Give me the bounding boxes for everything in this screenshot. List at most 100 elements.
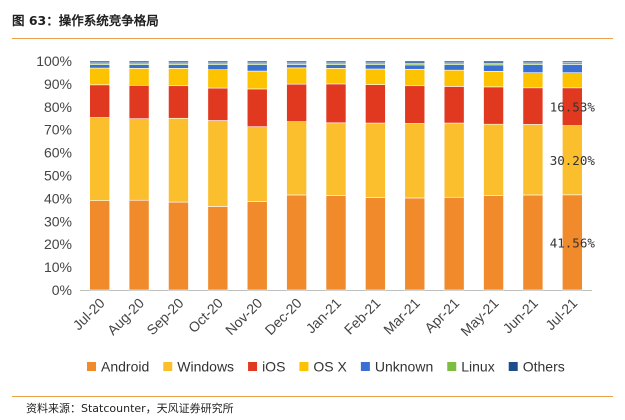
bar-segment-windows — [286, 121, 307, 196]
y-tick-label: 20% — [44, 236, 72, 252]
legend-swatch — [87, 362, 96, 371]
bar-segment-unknown — [522, 64, 544, 73]
legend-label: Others — [523, 359, 565, 375]
x-tick-label: Jul-21 — [542, 295, 580, 333]
bar-segment-ios — [89, 84, 110, 118]
top-divider — [12, 38, 613, 39]
legend-swatch — [163, 362, 173, 371]
bar-segment-ios — [286, 83, 307, 122]
chart-bars — [89, 60, 583, 291]
y-tick-label: 80% — [44, 99, 72, 115]
legend-swatch — [447, 362, 457, 371]
bar-segment-os-x — [207, 69, 229, 89]
bar-segment-ios — [483, 86, 504, 125]
bar-segment-android — [168, 201, 189, 291]
bar-segment-android — [483, 195, 504, 291]
bar-segment-unknown — [89, 64, 110, 69]
bar-segment-os-x — [522, 72, 544, 89]
legend-label: Linux — [461, 359, 494, 375]
legend-label: OS X — [313, 359, 347, 375]
bar-segment-android — [325, 195, 347, 291]
y-tick-label: 40% — [44, 190, 72, 206]
bar-segment-others — [246, 60, 268, 64]
bar-segment-others — [483, 60, 504, 64]
chart-axes: 0%10%20%30%40%50%60%70%80%90%100%Jul-20A… — [36, 53, 592, 339]
chart-data-labels: 41.56% 30.20% 16.53% — [550, 100, 596, 251]
bar-segment-windows — [246, 126, 268, 202]
legend-swatch — [508, 362, 518, 371]
bar-segment-unknown — [325, 64, 347, 69]
bar-segment-windows — [365, 122, 386, 198]
bar-segment-others — [443, 60, 465, 64]
bar-segment-others — [89, 60, 110, 64]
legend-swatch — [360, 362, 370, 371]
bar-segment-ios — [443, 86, 465, 124]
bar-segment-android — [246, 201, 268, 291]
x-tick-label: Nov-20 — [222, 295, 265, 338]
bar-segment-android — [207, 206, 229, 291]
bar-segment-ios — [246, 88, 268, 128]
legend-label: Unknown — [375, 359, 433, 375]
bar-segment-os-x — [404, 68, 426, 87]
bar-segment-windows — [168, 117, 189, 203]
chart-legend: Android Windows iOS OS X Unknown Linux Others — [87, 359, 565, 375]
bar-segment-others — [128, 60, 150, 64]
bar-segment-windows — [128, 118, 150, 201]
bottom-divider — [12, 396, 613, 397]
x-tick-label: Sep-20 — [143, 295, 186, 338]
bar-segment-ios — [207, 87, 229, 121]
legend-swatch — [299, 362, 309, 371]
bar-segment-unknown — [443, 64, 465, 71]
bar-segment-os-x — [325, 68, 347, 85]
y-tick-label: 90% — [44, 76, 72, 92]
data-label: 30.20% — [550, 153, 596, 168]
bar-segment-windows — [404, 123, 426, 199]
bar-segment-android — [443, 196, 465, 291]
bar-segment-android — [89, 200, 110, 291]
bar-segment-os-x — [365, 68, 386, 85]
x-tick-label: Aug-20 — [104, 295, 147, 338]
x-tick-label: Dec-20 — [262, 295, 305, 338]
bar-segment-windows — [483, 123, 504, 196]
bar-segment-ios — [404, 85, 426, 124]
legend-label: Android — [101, 359, 149, 375]
x-tick-label: Apr-21 — [421, 295, 462, 336]
bar-segment-os-x — [483, 71, 504, 88]
bar-segment-os-x — [286, 67, 307, 85]
bar-segment-ios — [168, 85, 189, 119]
bar-segment-others — [325, 60, 347, 64]
bar-segment-ios — [522, 87, 544, 125]
x-tick-label: Feb-21 — [341, 295, 384, 338]
bar-segment-others — [522, 60, 544, 64]
bar-segment-unknown — [207, 64, 229, 71]
bar-segment-android — [522, 194, 544, 291]
bar-segment-unknown — [483, 64, 504, 72]
bar-segment-android — [404, 197, 426, 291]
bar-segment-unknown — [562, 64, 583, 74]
bar-segment-unknown — [404, 64, 426, 70]
bar-segment-ios — [128, 84, 150, 120]
y-tick-label: 50% — [44, 168, 72, 184]
bar-segment-os-x — [562, 72, 583, 89]
x-tick-label: May-21 — [457, 295, 501, 339]
bar-segment-others — [562, 60, 583, 63]
bar-segment-unknown — [365, 64, 386, 70]
bar-segment-os-x — [128, 68, 150, 86]
bar-segment-unknown — [246, 64, 268, 72]
bar-segment-unknown — [128, 64, 150, 69]
y-tick-label: 10% — [44, 259, 72, 275]
bar-segment-windows — [325, 122, 347, 196]
y-tick-label: 60% — [44, 145, 72, 161]
y-tick-label: 70% — [44, 122, 72, 138]
bar-segment-others — [365, 60, 386, 64]
bar-segment-os-x — [168, 68, 189, 87]
bar-segment-windows — [443, 122, 465, 198]
bar-segment-others — [286, 60, 307, 64]
legend-swatch — [248, 362, 258, 371]
x-tick-label: Jul-20 — [70, 295, 108, 333]
bar-segment-others — [404, 60, 426, 64]
data-label: 16.53% — [550, 100, 596, 115]
bar-segment-android — [286, 194, 307, 291]
figure-title: 图 63：操作系统竞争格局 — [12, 13, 159, 28]
